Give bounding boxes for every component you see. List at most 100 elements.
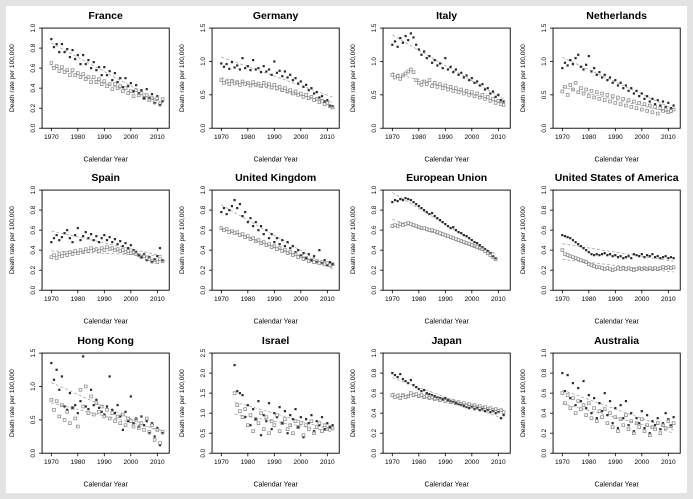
x-tick-label: 1970: [384, 134, 399, 141]
x-tick-label: 2000: [634, 134, 649, 141]
series-1-points: [560, 234, 675, 260]
y-tick-label: 0.2: [371, 266, 378, 275]
x-tick-label: 1980: [581, 459, 596, 466]
panel-germany: Germany 0.0 0.5 1.0 1.5 1970 1980 1990 2000 2010 D…: [176, 6, 346, 168]
series-2-points: [390, 391, 505, 414]
y-tick-label: 0.6: [541, 226, 548, 235]
y-tick-label: 0.6: [30, 63, 37, 72]
series-1-trend-line: [234, 401, 333, 431]
x-axis-label: Calendar Year: [594, 319, 639, 326]
y-tick-label: 2.5: [200, 348, 207, 357]
y-tick-label: 0.0: [200, 286, 207, 295]
panel-spain: Spain 0.0 0.2 0.4 0.6 0.8 1.0 1970 1980 1990 2000 2…: [6, 168, 176, 330]
panel-title: United States of America: [554, 172, 678, 184]
y-tick-label: 0.2: [541, 266, 548, 275]
series-2-points: [49, 384, 165, 445]
panel-title: Israel: [262, 335, 290, 347]
x-tick-label: 1970: [555, 297, 570, 304]
series-2-points: [219, 78, 335, 110]
series-1-points: [390, 197, 497, 260]
y-tick-label: 0.6: [541, 388, 548, 397]
series-1-trend-line: [51, 42, 163, 104]
y-tick-label: 0.8: [200, 206, 207, 215]
plot-box: [382, 352, 511, 454]
y-tick-label: 0.8: [541, 206, 548, 215]
x-axis-label: Calendar Year: [83, 481, 128, 488]
y-tick-label: 1.5: [200, 388, 207, 397]
x-tick-label: 2010: [490, 134, 505, 141]
y-tick-label: 1.5: [200, 23, 207, 32]
y-tick-label: 0.4: [371, 246, 378, 255]
y-tick-label: 0.4: [30, 83, 37, 92]
x-tick-label: 1970: [555, 459, 570, 466]
plot-box: [552, 27, 681, 129]
y-tick-label: 0.2: [200, 266, 207, 275]
x-tick-label: 2010: [150, 297, 165, 304]
panel-netherlands: Netherlands 0.0 0.5 1.0 1.5 1970 1980 1990 2000 2…: [517, 6, 687, 168]
series-2-points: [49, 61, 165, 106]
x-axis-label: Calendar Year: [254, 481, 299, 488]
x-axis-label: Calendar Year: [424, 319, 469, 326]
series-1-trend-line: [562, 243, 674, 263]
x-axis-label: Calendar Year: [254, 156, 299, 163]
series-2-points: [49, 245, 165, 265]
y-tick-label: 0.6: [371, 388, 378, 397]
series-1-trend-line: [391, 192, 496, 256]
panel-united-kingdom: United Kingdom 0.0 0.2 0.4 0.6 0.8 1.0 1970 1980…: [176, 168, 346, 330]
y-tick-label: 1.5: [30, 348, 37, 357]
panel-title: Netherlands: [586, 10, 647, 22]
y-tick-label: 0.6: [30, 226, 37, 235]
germany-chart: Germany 0.0 0.5 1.0 1.5 1970 1980 1990 2000 2010 D…: [179, 10, 340, 163]
y-tick-label: 0.4: [541, 408, 548, 417]
spain-chart: Spain 0.0 0.2 0.4 0.6 0.8 1.0 1970 1980 1990 2000 2…: [9, 172, 170, 326]
y-tick-label: 0.8: [30, 43, 37, 52]
x-tick-label: 1980: [70, 134, 85, 141]
x-tick-label: 1970: [44, 134, 59, 141]
series-1-points: [50, 354, 164, 446]
series-1-points: [233, 363, 334, 438]
y-axis-label: Death rate per 100,000: [520, 44, 527, 112]
x-tick-label: 1980: [581, 297, 596, 304]
plot-box: [211, 352, 340, 454]
y-tick-label: 0.5: [541, 90, 548, 99]
x-tick-label: 1990: [267, 459, 282, 466]
y-tick-label: 0.8: [371, 368, 378, 377]
series-1-points: [560, 53, 675, 110]
y-tick-label: 0.0: [541, 123, 548, 132]
panel-title: Italy: [436, 10, 457, 22]
y-tick-label: 0.0: [371, 286, 378, 295]
panel-title: Germany: [253, 10, 299, 22]
x-tick-label: 2000: [634, 459, 649, 466]
plot-box: [211, 27, 340, 129]
y-tick-label: 0.4: [30, 246, 37, 255]
x-tick-label: 2010: [490, 297, 505, 304]
x-tick-label: 1980: [581, 134, 596, 141]
x-tick-label: 1990: [267, 134, 282, 141]
series-2-points: [233, 391, 335, 437]
y-axis-label: Death rate per 100,000: [350, 44, 357, 112]
x-tick-label: 1970: [214, 459, 229, 466]
x-tick-label: 2010: [150, 459, 165, 466]
y-tick-label: 1.0: [371, 186, 378, 195]
france-chart: France 0.0 0.2 0.4 0.6 0.8 1.0 1970 1980 1990 2000…: [9, 10, 170, 163]
series-2-trend-line: [51, 65, 163, 103]
series-1-trend-line: [561, 389, 674, 430]
series-2-points: [390, 67, 505, 107]
y-tick-label: 1.0: [200, 57, 207, 66]
x-tick-label: 2000: [464, 134, 479, 141]
panel-title: Australia: [594, 335, 639, 347]
series-1-points: [50, 227, 164, 264]
y-axis-label: Death rate per 100,000: [520, 206, 527, 274]
y-axis-label: Death rate per 100,000: [9, 369, 16, 437]
plot-box: [382, 189, 511, 292]
x-tick-label: 1980: [70, 297, 85, 304]
y-tick-label: 0.2: [30, 266, 37, 275]
y-tick-label: 0.0: [30, 448, 37, 457]
plot-box: [211, 189, 340, 292]
x-tick-label: 1970: [44, 297, 59, 304]
series-1-trend-line: [221, 56, 333, 98]
panel-title: European Union: [406, 172, 487, 184]
y-tick-label: 0.8: [541, 368, 548, 377]
plot-box: [552, 352, 681, 454]
x-tick-label: 1970: [384, 459, 399, 466]
